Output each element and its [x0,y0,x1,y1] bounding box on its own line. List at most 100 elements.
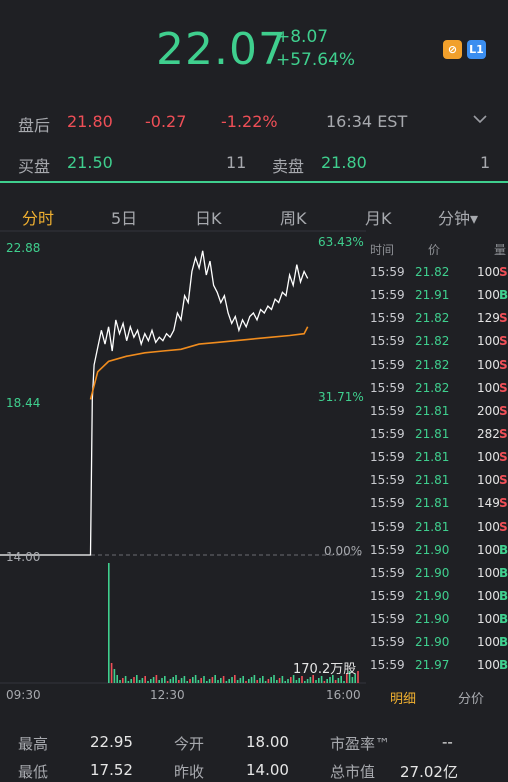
volume-bar [256,680,258,683]
volume-bar [284,681,286,683]
tick-time: 15:59 [370,542,405,557]
tick-volume: 129 [477,311,500,326]
tick-volume: 100 [477,288,500,303]
tick-side: B [499,635,508,650]
volume-bar [110,663,113,683]
tick-side: B [499,565,508,580]
tick-time: 15:59 [370,612,405,627]
volume-bar [248,679,250,683]
trade-ticks-list[interactable]: 时间 价 量 15:59 21.82 100 S 15:59 21.91 100 B 15:59… [366,240,508,678]
no-symbol-icon[interactable]: ⊘ [443,40,462,59]
tick-side: S [499,380,508,395]
tick-volume: 100 [477,334,500,349]
tick-price: 21.90 [415,588,450,603]
tick-header-vol: 量 [494,243,507,257]
stat-value-open: 18.00 [246,733,289,751]
tick-row: 15:59 21.90 100 B [366,585,508,608]
tick-time: 15:59 [370,311,405,326]
tick-price: 21.82 [415,311,450,326]
tick-row: 15:59 21.91 100 B [366,284,508,307]
x-tick-label: 12:30 [150,688,185,702]
volume-bars [108,563,359,683]
tick-side: S [499,473,508,488]
volume-bar [133,677,135,683]
y-axis-top-label: 22.88 [6,241,41,255]
tick-time: 15:59 [370,357,405,372]
price-series-line [0,250,309,556]
chevron-down-icon[interactable] [472,110,488,129]
tab-tick-detail[interactable]: 明细 [390,692,417,707]
stat-label-open: 今开 [174,735,205,753]
tab-intraday[interactable]: 分时 [22,209,55,228]
change-value: +8.07 [276,27,329,47]
volume-bar [136,675,138,683]
volume-bar [122,678,124,683]
volume-bar [351,677,354,683]
volume-bar [155,675,158,683]
volume-bar [119,680,121,683]
after-hours-change-pct: -1.22% [221,112,278,131]
volume-bar [304,681,306,683]
ask-label: 卖盘 [272,157,305,176]
tab-weekly-k[interactable]: 周K [280,209,307,228]
volume-bar [264,681,267,683]
tick-price: 21.82 [415,357,450,372]
x-tick-label: 16:00 [326,688,361,702]
volume-bar [175,675,177,683]
tab-monthly-k[interactable]: 月K [365,209,392,228]
tab-price-split[interactable]: 分价 [458,692,485,707]
tick-time: 15:59 [370,519,405,534]
volume-bar [292,675,295,683]
tick-volume: 100 [477,473,500,488]
volume-bar [259,678,261,683]
volume-bar [180,678,183,683]
tab-daily-k[interactable]: 日K [195,209,222,228]
tab-minute-dropdown[interactable]: 分钟▾ [438,209,479,228]
volume-bar [150,679,152,683]
volume-bar [326,679,328,683]
volume-bar [222,676,225,683]
tick-price: 21.97 [415,658,450,673]
volume-bar [320,676,323,683]
volume-bar [298,678,300,683]
volume-bar [192,677,194,683]
ask-volume: 1 [480,153,491,172]
tick-price: 21.90 [415,612,450,627]
volume-bar [242,676,244,683]
volume-bar [334,680,337,683]
volume-bar [309,677,312,683]
tick-side: S [499,426,508,441]
volume-bar [287,679,289,683]
tab-5day[interactable]: 5日 [111,209,138,228]
avg-series-line [89,326,309,400]
tick-price: 21.91 [415,288,450,303]
tick-time: 15:59 [370,473,405,488]
volume-bar [197,680,200,683]
volume-bar [340,676,342,683]
volume-bar [130,679,132,683]
tick-price: 21.82 [415,265,450,279]
tick-header-price: 价 [428,243,441,257]
tick-row: 15:59 21.90 100 B [366,631,508,654]
volume-bar [152,677,155,683]
volume-bar [343,681,345,683]
volume-bar [200,678,202,683]
volume-bar [203,676,205,683]
volume-bar [278,678,281,683]
level1-icon[interactable]: L1 [467,40,486,59]
tick-time: 15:59 [370,658,405,673]
volume-bar [147,681,149,683]
tick-side: S [499,311,508,326]
tick-price: 21.82 [415,334,450,349]
tick-price: 21.82 [415,380,450,395]
y-axis-mid-label: 18.44 [6,396,41,410]
stat-label-high: 最高 [18,735,49,753]
volume-bar [189,679,191,683]
tick-header-time: 时间 [370,243,395,257]
volume-bar [318,678,320,683]
intraday-chart[interactable] [0,230,366,685]
tick-side: B [499,588,508,603]
volume-bar [228,679,230,683]
volume-bar [253,675,256,683]
volume-bar [267,679,270,683]
